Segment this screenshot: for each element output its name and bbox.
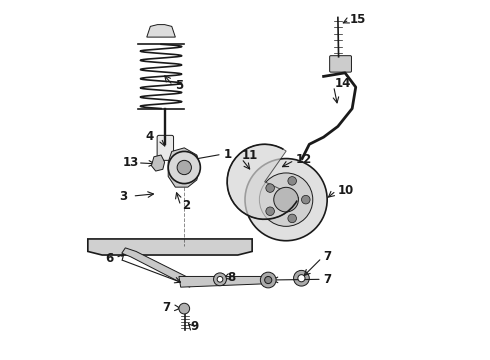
FancyBboxPatch shape bbox=[157, 135, 173, 160]
Circle shape bbox=[274, 187, 298, 212]
Circle shape bbox=[298, 275, 305, 282]
Circle shape bbox=[260, 272, 276, 288]
Circle shape bbox=[214, 273, 226, 286]
Polygon shape bbox=[88, 239, 252, 255]
Circle shape bbox=[265, 276, 272, 284]
Text: 9: 9 bbox=[191, 320, 199, 333]
Text: 10: 10 bbox=[338, 184, 354, 197]
Circle shape bbox=[266, 184, 274, 192]
Text: 1: 1 bbox=[223, 148, 232, 161]
Polygon shape bbox=[227, 144, 298, 219]
Circle shape bbox=[294, 270, 309, 286]
Text: 6: 6 bbox=[105, 252, 113, 265]
Circle shape bbox=[179, 303, 190, 314]
Text: 5: 5 bbox=[174, 79, 183, 92]
Text: 4: 4 bbox=[145, 130, 153, 143]
Text: 2: 2 bbox=[182, 199, 191, 212]
Circle shape bbox=[168, 152, 200, 184]
Circle shape bbox=[288, 177, 296, 185]
Circle shape bbox=[259, 173, 313, 226]
Text: 12: 12 bbox=[296, 153, 312, 166]
Circle shape bbox=[266, 207, 274, 216]
Polygon shape bbox=[151, 155, 165, 171]
Circle shape bbox=[217, 276, 223, 282]
Text: 7: 7 bbox=[323, 273, 332, 286]
Polygon shape bbox=[122, 248, 193, 287]
Circle shape bbox=[177, 160, 192, 175]
Circle shape bbox=[301, 195, 310, 204]
FancyBboxPatch shape bbox=[330, 56, 351, 72]
Text: 3: 3 bbox=[119, 190, 127, 203]
Circle shape bbox=[288, 214, 296, 223]
Text: 13: 13 bbox=[123, 156, 139, 168]
Text: 11: 11 bbox=[242, 149, 258, 162]
Polygon shape bbox=[179, 276, 270, 287]
Text: 7: 7 bbox=[162, 301, 170, 314]
Text: 14: 14 bbox=[335, 77, 351, 90]
Text: 8: 8 bbox=[227, 271, 236, 284]
Polygon shape bbox=[168, 148, 200, 187]
Polygon shape bbox=[147, 24, 175, 37]
Text: 15: 15 bbox=[350, 13, 366, 26]
Text: 7: 7 bbox=[323, 250, 332, 263]
Circle shape bbox=[245, 158, 327, 241]
